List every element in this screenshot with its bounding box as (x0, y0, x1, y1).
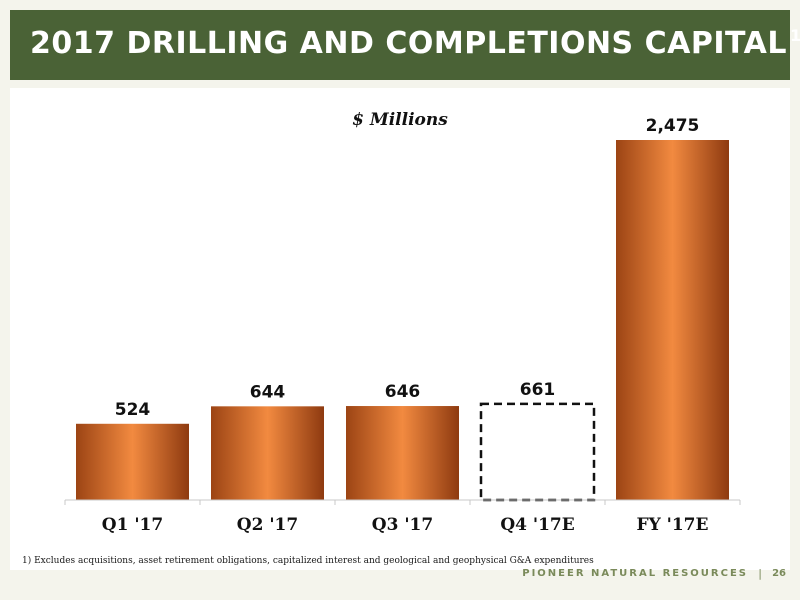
bars-group (76, 140, 729, 502)
chart-panel: $ Millions 524 644 646 661 2,475 Q1 '17 Q2 '1… (10, 88, 790, 570)
value-label: 646 (385, 382, 421, 402)
footnote: 1) Excludes acquisitions, asset retireme… (22, 556, 594, 566)
value-label: 524 (115, 400, 151, 420)
bar-q1-17 (76, 423, 189, 500)
page-title: 2017 DRILLING AND COMPLETIONS CAPITAL 1 (30, 24, 800, 64)
bar-q3-17 (346, 406, 459, 500)
bar-chart: $ Millions 524 644 646 661 2,475 Q1 '17 Q2 '1… (64, 110, 741, 535)
footer-brand: PIONEER NATURAL RESOURCES (522, 568, 748, 579)
category-label: Q3 '17 (372, 515, 433, 535)
bar-q4-17e (479, 402, 596, 502)
header-bar: 2017 DRILLING AND COMPLETIONS CAPITAL 1 (10, 10, 800, 80)
page-number: 26 (772, 568, 786, 579)
value-label: 661 (520, 380, 556, 400)
bar-q2-17 (211, 406, 324, 500)
category-label: Q2 '17 (237, 515, 298, 535)
title-footnote-marker: 1 (789, 26, 800, 45)
x-axis-ticks (64, 500, 741, 505)
category-label: FY '17E (637, 515, 709, 535)
chart-title: $ Millions (352, 110, 448, 130)
value-label: 2,475 (646, 116, 700, 136)
bar-fy-17e (616, 140, 729, 500)
category-labels-group: Q1 '17 Q2 '17 Q3 '17 Q4 '17E FY '17E (102, 515, 709, 535)
page-title-text: 2017 DRILLING AND COMPLETIONS CAPITAL (30, 26, 787, 61)
footer-separator: | (758, 567, 762, 580)
value-labels-group: 524 644 646 661 2,475 (115, 116, 700, 420)
value-label: 644 (250, 382, 286, 402)
category-label: Q4 '17E (500, 515, 574, 535)
category-label: Q1 '17 (102, 515, 163, 535)
